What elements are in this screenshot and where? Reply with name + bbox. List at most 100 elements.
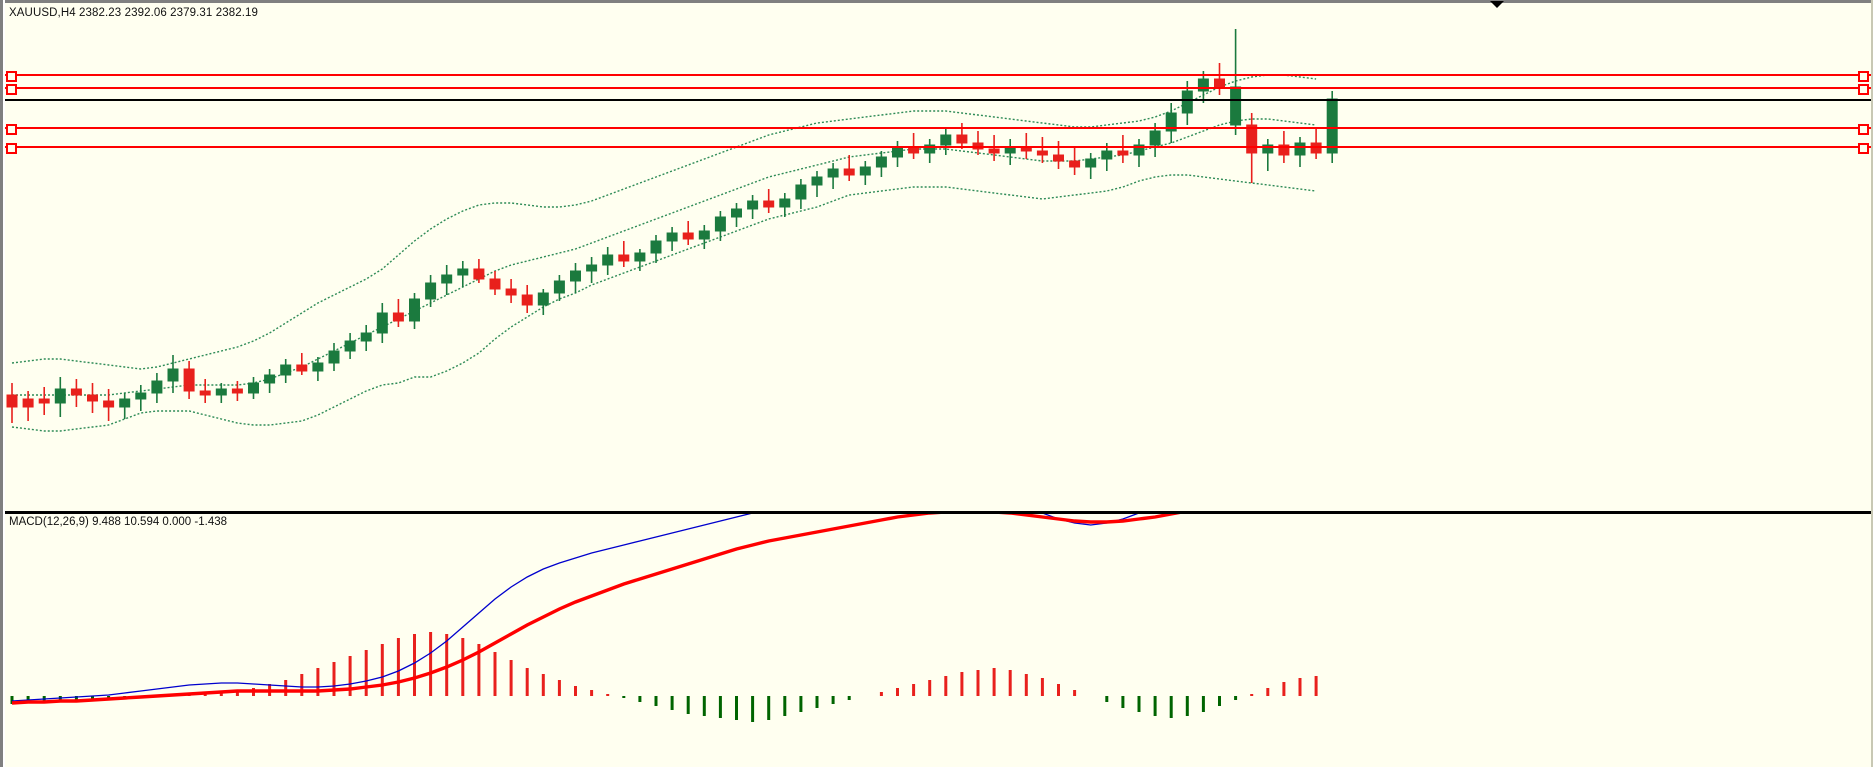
candlestick xyxy=(1294,137,1306,167)
candlestick xyxy=(570,263,581,293)
level-line-pivot-line[interactable] xyxy=(5,99,1871,101)
candlestick xyxy=(167,355,179,393)
candlestick xyxy=(54,377,66,417)
candlestick xyxy=(38,387,50,415)
candlestick xyxy=(360,325,372,351)
candlestick xyxy=(87,383,98,413)
macd-chart-canvas[interactable] xyxy=(5,514,1871,767)
level-line-handle-right[interactable] xyxy=(1858,124,1869,135)
macd-indicator-label: MACD(12,26,9) 9.488 10.594 0.000 -1.438 xyxy=(9,516,228,528)
candlestick xyxy=(811,171,823,197)
candlestick xyxy=(1133,139,1145,167)
level-line-handle-right[interactable] xyxy=(1858,71,1869,82)
candlestick xyxy=(892,141,903,167)
candlestick xyxy=(231,381,243,401)
candlestick xyxy=(473,259,485,283)
candlestick xyxy=(489,271,501,295)
candlestick xyxy=(602,247,614,275)
candlestick xyxy=(763,189,775,213)
level-line-handle-right[interactable] xyxy=(1858,84,1869,95)
candlestick xyxy=(1165,103,1177,143)
candlestick xyxy=(22,391,34,421)
candlestick xyxy=(505,279,517,303)
candlestick xyxy=(714,211,726,241)
candlestick xyxy=(988,135,1000,161)
candlestick xyxy=(666,227,678,251)
candlestick xyxy=(183,361,195,399)
candlestick xyxy=(795,179,807,209)
candlestick xyxy=(70,379,82,407)
candlestick xyxy=(409,293,420,329)
level-line-resistance-2[interactable] xyxy=(5,87,1871,89)
price-chart-label: XAUUSD,H4 2382.23 2392.06 2379.31 2382.1… xyxy=(9,7,258,19)
candlestick xyxy=(650,235,662,263)
bollinger-middle-band xyxy=(12,118,1317,396)
candlestick xyxy=(103,389,115,421)
candlestick xyxy=(972,131,984,155)
candlestick xyxy=(634,249,646,271)
candlestick xyxy=(280,359,292,383)
candlestick xyxy=(264,369,276,393)
level-line-handle-left[interactable] xyxy=(6,84,17,95)
level-line-handle-right[interactable] xyxy=(1858,143,1869,154)
candlestick xyxy=(457,261,469,287)
candlestick xyxy=(843,155,855,181)
window-top-border xyxy=(0,0,1873,3)
candlestick xyxy=(135,385,147,411)
candlestick xyxy=(827,163,839,189)
candlestick xyxy=(553,275,565,301)
level-line-handle-left[interactable] xyxy=(6,143,17,154)
bollinger-upper-band xyxy=(11,74,1317,370)
macd-indicator-panel[interactable]: MACD(12,26,9) 9.488 10.594 0.000 -1.438 xyxy=(5,513,1871,767)
window-right-border xyxy=(1871,0,1873,767)
candlestick xyxy=(1053,141,1064,169)
level-line-support-2[interactable] xyxy=(5,146,1871,148)
candlestick xyxy=(119,393,131,419)
candlestick xyxy=(1310,127,1322,159)
top-cursor-marker-icon xyxy=(1490,1,1504,8)
candlestick xyxy=(698,225,710,249)
candlestick xyxy=(521,285,533,313)
candlestick xyxy=(859,161,871,185)
level-line-support-1[interactable] xyxy=(5,127,1871,129)
price-chart-panel[interactable]: XAUUSD,H4 2382.23 2392.06 2379.31 2382.1… xyxy=(5,3,1871,513)
candlestick xyxy=(6,383,18,423)
candlestick xyxy=(1085,153,1097,179)
window-left-border xyxy=(0,0,3,767)
candlestick xyxy=(312,357,324,381)
bollinger-lower-band xyxy=(11,174,1317,432)
candlestick xyxy=(199,379,211,403)
candlestick xyxy=(425,275,437,307)
candlestick xyxy=(248,377,259,399)
candlestick xyxy=(682,221,694,245)
candlestick xyxy=(1214,63,1225,95)
candlestick xyxy=(731,203,742,227)
candlestick xyxy=(618,241,630,267)
macd-line xyxy=(11,514,1139,702)
macd-signal-line xyxy=(11,514,1181,705)
candlestick xyxy=(940,129,952,155)
level-line-handle-left[interactable] xyxy=(6,124,17,135)
level-line-handle-left[interactable] xyxy=(6,71,17,82)
candlestick xyxy=(1069,147,1081,175)
candlestick xyxy=(1246,113,1258,183)
candlestick xyxy=(779,193,791,217)
candlestick xyxy=(441,265,453,295)
candlestick xyxy=(1036,137,1048,163)
price-chart-canvas[interactable] xyxy=(5,3,1871,511)
window-left-inner-border xyxy=(3,0,5,767)
candlestick xyxy=(537,289,549,315)
candlestick xyxy=(1004,139,1016,165)
candlestick xyxy=(344,333,356,359)
candlestick xyxy=(1117,135,1129,163)
candlestick xyxy=(924,139,936,163)
level-line-resistance-1[interactable] xyxy=(5,74,1871,76)
candlestick xyxy=(875,151,887,177)
candlestick xyxy=(151,373,163,403)
candlestick xyxy=(586,257,598,283)
candlestick xyxy=(296,353,308,375)
candlestick xyxy=(747,195,759,219)
candlestick xyxy=(1262,139,1274,171)
candlestick xyxy=(215,383,227,403)
